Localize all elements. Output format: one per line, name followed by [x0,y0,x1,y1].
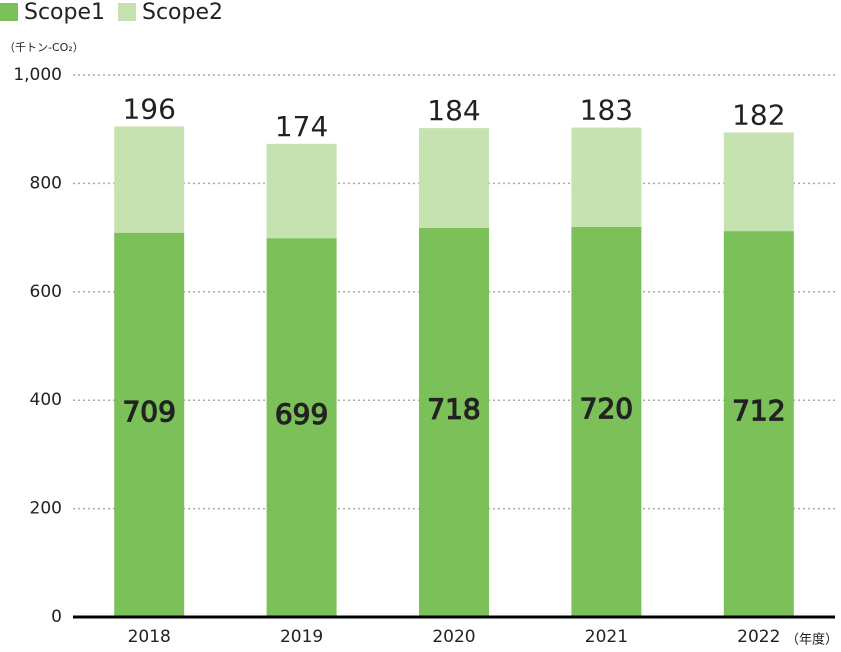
y-tick-label: 0 [51,607,62,627]
value-label: 709 [122,395,175,428]
legend-label: Scope1 [24,0,105,25]
y-tick-label: 200 [30,499,62,519]
value-label: 182 [732,98,785,131]
x-tick-label: 2022 [737,627,780,647]
value-label: 183 [580,94,633,127]
value-label: 720 [580,392,633,425]
y-tick-label: 1,000 [13,65,62,85]
bar-segment [419,128,489,228]
value-label: 184 [427,94,480,127]
bar-segment [114,232,185,618]
legend-swatch [118,3,136,21]
y-tick-label: 800 [30,173,62,193]
y-axis-label: （千トン-CO₂） [4,41,84,54]
value-label: 699 [275,398,328,431]
value-label: 712 [732,394,785,427]
legend-label: Scope2 [142,0,223,25]
x-tick-label: 2020 [432,627,475,647]
bar-segment [723,132,794,232]
bar-segment [571,226,642,617]
legend-swatch [0,3,18,21]
bar-segment [723,231,794,617]
x-tick-label: 2021 [585,627,628,647]
x-axis-label: （年度） [786,632,838,648]
value-label: 718 [427,392,480,425]
value-label: 174 [275,110,328,143]
bar-segment [266,143,337,239]
x-tick-label: 2019 [280,627,323,647]
value-label: 196 [122,92,175,125]
y-tick-label: 600 [30,282,62,302]
bar-segment [419,227,489,617]
x-tick-label: 2018 [128,627,171,647]
y-tick-label: 400 [30,390,62,410]
bar-segment [266,238,337,617]
bar-segment [114,126,185,233]
bar-segment [571,127,642,227]
